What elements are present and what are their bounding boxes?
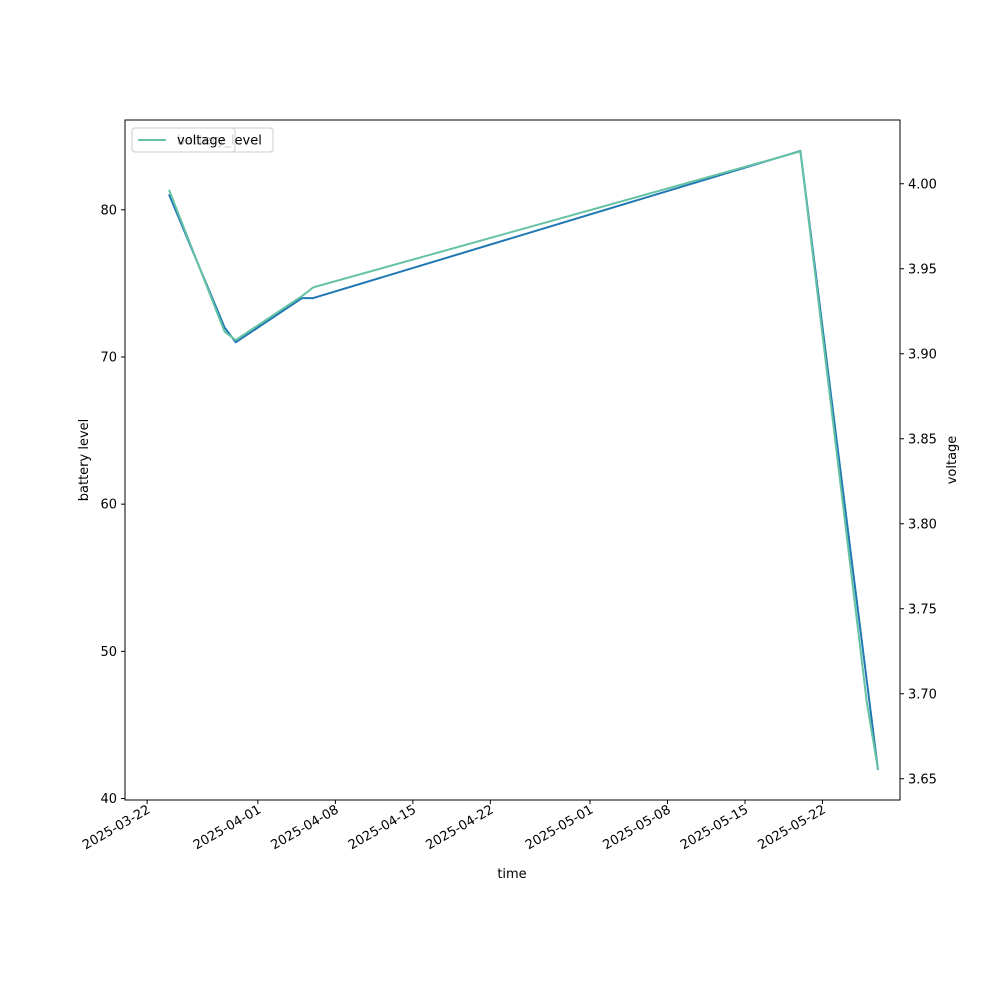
legend-label: voltage (177, 134, 226, 149)
plot-frame (124, 119, 901, 801)
right-y-tick-label: 3.75 (908, 602, 937, 617)
right-y-tick-label: 3.70 (908, 687, 937, 702)
series-line-voltage (168, 150, 879, 770)
right-y-tick-label: 3.80 (908, 517, 937, 532)
right-y-tick-label: 3.85 (908, 432, 937, 447)
left-y-tick-label: 40 (100, 792, 117, 807)
right-y-tick-label: 3.95 (908, 262, 937, 277)
right-y-tick-label: 4.00 (908, 177, 937, 192)
legend-box-voltage (131, 127, 236, 153)
right-y-axis-label: voltage (945, 436, 960, 485)
left-y-axis: 40 50 60 70 80 (100, 203, 125, 807)
right-y-tick-label: 3.65 (908, 772, 937, 787)
series-line-battery-level (168, 149, 879, 771)
left-y-tick-label: 50 (100, 645, 117, 660)
left-y-axis-label: battery level (77, 419, 92, 502)
left-y-tick-label: 80 (100, 203, 117, 218)
series-layer (168, 149, 879, 771)
right-y-axis: 3.65 3.70 3.75 3.80 3.85 3.90 3.95 4.00 (900, 177, 937, 787)
left-y-tick-label: 70 (100, 350, 117, 365)
right-y-tick-label: 3.90 (908, 347, 937, 362)
x-axis-label: time (497, 867, 526, 882)
left-y-tick-label: 60 (100, 498, 117, 513)
